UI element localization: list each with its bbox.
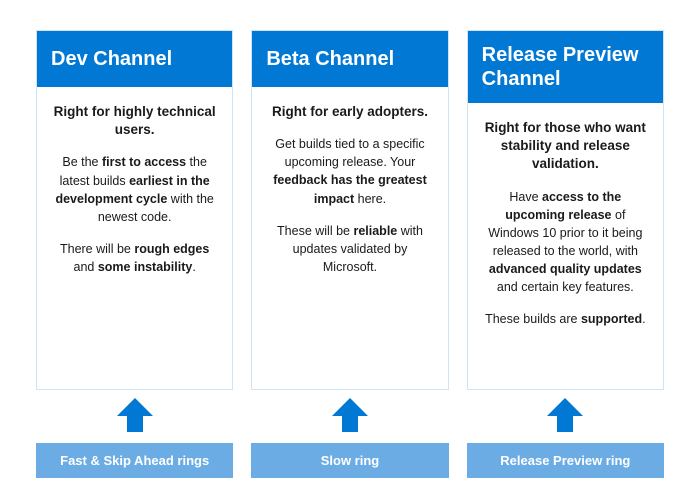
card-body-release-preview: Right for those who want stability and r…: [468, 103, 663, 389]
column-dev: Dev Channel Right for highly technical u…: [36, 30, 233, 478]
card-body-beta: Right for early adopters. Get builds tie…: [252, 87, 447, 389]
para-dev-0: Be the first to access the latest builds…: [49, 153, 220, 226]
arrow-up-icon: [113, 398, 157, 437]
arrow-svg: [328, 398, 372, 432]
arrow-up-icon: [328, 398, 372, 437]
para-release-preview-0: Have access to the upcoming release of W…: [480, 188, 651, 297]
column-release-preview: Release Preview Channel Right for those …: [467, 30, 664, 478]
arrow-svg: [543, 398, 587, 432]
ring-label-release-preview: Release Preview ring: [467, 443, 664, 478]
ring-label-beta: Slow ring: [251, 443, 448, 478]
lead-dev: Right for highly technical users.: [49, 103, 220, 139]
para-beta-1: These will be reliable with updates vali…: [264, 222, 435, 276]
lead-beta: Right for early adopters.: [264, 103, 435, 121]
card-body-dev: Right for highly technical users. Be the…: [37, 87, 232, 389]
ring-label-dev: Fast & Skip Ahead rings: [36, 443, 233, 478]
column-beta: Beta Channel Right for early adopters. G…: [251, 30, 448, 478]
card-header-dev: Dev Channel: [37, 31, 232, 87]
card-header-beta: Beta Channel: [252, 31, 447, 87]
card-beta: Beta Channel Right for early adopters. G…: [251, 30, 448, 390]
card-release-preview: Release Preview Channel Right for those …: [467, 30, 664, 390]
lead-release-preview: Right for those who want stability and r…: [480, 119, 651, 174]
para-release-preview-1: These builds are supported.: [480, 310, 651, 328]
para-beta-0: Get builds tied to a specific upcoming r…: [264, 135, 435, 208]
arrow-svg: [113, 398, 157, 432]
card-dev: Dev Channel Right for highly technical u…: [36, 30, 233, 390]
arrow-up-icon: [543, 398, 587, 437]
card-header-release-preview: Release Preview Channel: [468, 31, 663, 103]
para-dev-1: There will be rough edges and some insta…: [49, 240, 220, 276]
columns-container: Dev Channel Right for highly technical u…: [36, 30, 664, 478]
